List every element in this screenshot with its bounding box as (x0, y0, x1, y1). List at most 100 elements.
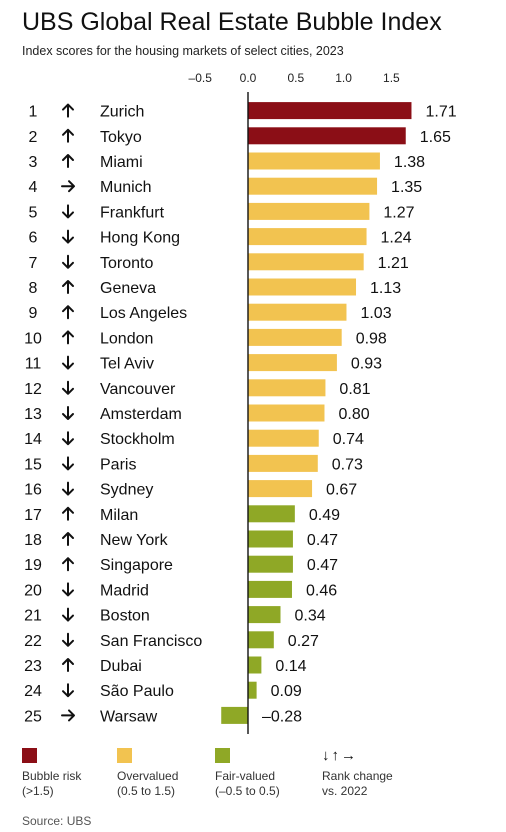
rank-label: 8 (29, 280, 38, 297)
legend-item-fair: Fair-valued (–0.5 to 0.5) (215, 748, 280, 799)
city-label: Vancouver (100, 381, 176, 398)
rank-label: 1 (29, 104, 38, 121)
city-label: Los Angeles (100, 305, 187, 322)
city-label: Zurich (100, 104, 144, 121)
tick-label: 1.5 (383, 71, 400, 85)
tick-label: –0.5 (189, 71, 213, 85)
city-label: New York (100, 532, 169, 549)
arrow-down-icon (62, 582, 74, 597)
value-label: 1.24 (381, 230, 412, 247)
arrow-path (62, 632, 74, 647)
arrow-right-icon (61, 709, 75, 722)
city-label: London (100, 330, 153, 347)
arrow-path (62, 607, 74, 622)
source-note: Source: UBS (22, 814, 92, 828)
legend-swatch-overvalued (117, 748, 132, 763)
city-label: Geneva (100, 280, 156, 297)
arrow-down-icon (62, 380, 74, 395)
arrow-up-icon (62, 506, 74, 521)
bar (248, 253, 364, 271)
city-label: Warsaw (100, 708, 158, 725)
bar (248, 580, 292, 598)
legend-label-bubble: Bubble risk (22, 769, 82, 783)
city-label: Boston (100, 608, 150, 625)
bar (248, 152, 380, 170)
value-label: 0.46 (306, 582, 337, 599)
city-label: Hong Kong (100, 230, 180, 247)
legend-range-overvalued: (0.5 to 1.5) (117, 784, 176, 798)
value-label: 0.34 (295, 608, 326, 625)
arrow-down-icon (62, 406, 74, 420)
rank-change-arrows-icon: ↓↑→ (322, 747, 358, 764)
arrow-path (62, 280, 74, 294)
arrow-down-icon (62, 229, 74, 244)
city-label: Paris (100, 456, 136, 473)
city-label: Tel Aviv (100, 356, 154, 373)
rank-label: 23 (24, 658, 42, 675)
arrow-path (62, 557, 74, 572)
value-label: 0.81 (339, 381, 370, 398)
arrow-path (62, 481, 74, 496)
value-label: –0.28 (262, 708, 302, 725)
legend: Bubble risk (>1.5) Overvalued (0.5 to 1.… (22, 748, 492, 808)
arrow-up-icon (62, 103, 74, 118)
city-label: Frankfurt (100, 204, 165, 221)
arrow-down-icon (62, 607, 74, 622)
bar (248, 454, 318, 472)
rank-label: 24 (24, 683, 42, 700)
chart-subtitle: Index scores for the housing markets of … (22, 44, 344, 58)
value-label: 0.47 (307, 557, 338, 574)
legend-range-fair: (–0.5 to 0.5) (215, 784, 280, 798)
arrow-right-icon (61, 180, 75, 193)
bar (248, 202, 370, 220)
rank-label: 12 (24, 381, 42, 398)
value-label: 1.21 (378, 255, 409, 272)
bar (248, 530, 293, 548)
city-label: San Francisco (100, 633, 202, 650)
legend-label-fair: Fair-valued (215, 769, 276, 783)
rank-label: 11 (25, 356, 42, 373)
bar (248, 303, 347, 321)
legend-item-bubble: Bubble risk (>1.5) (22, 748, 81, 799)
city-label: Toronto (100, 255, 153, 272)
value-label: 1.65 (420, 129, 451, 146)
rank-label: 13 (24, 406, 42, 423)
rank-label: 20 (24, 582, 42, 599)
city-label: Singapore (100, 557, 173, 574)
bar (248, 555, 293, 573)
bar (248, 127, 406, 145)
rank-label: 10 (24, 330, 42, 347)
bar (248, 429, 319, 447)
value-label: 1.13 (370, 280, 401, 297)
value-label: 0.73 (332, 456, 363, 473)
bar-chart: –0.5 0.0 0.5 1.0 1.5 1 Zurich 1.71 2 Tokyo 1.65 3 Mi… (24, 71, 457, 734)
tick-label: 0.5 (287, 71, 304, 85)
arrow-up-icon (62, 330, 74, 345)
arrow-path (62, 103, 74, 118)
arrow-path (61, 180, 75, 193)
rank-label: 19 (24, 557, 42, 574)
value-label: 0.67 (326, 482, 357, 499)
value-label: 1.38 (394, 154, 425, 171)
legend-swatch-bubble (22, 748, 37, 763)
bar (248, 328, 342, 346)
rank-label: 25 (24, 708, 42, 725)
value-label: 1.35 (391, 179, 422, 196)
arrow-up-icon (62, 280, 74, 294)
value-label: 1.71 (425, 104, 456, 121)
city-label: Madrid (100, 582, 149, 599)
arrow-path (62, 658, 74, 672)
arrow-down-icon (62, 431, 74, 446)
arrow-path (62, 254, 74, 269)
bar (248, 102, 412, 120)
bar (248, 631, 274, 649)
arrow-down-icon (62, 456, 74, 471)
value-label: 0.80 (338, 406, 369, 423)
arrow-up-icon (62, 557, 74, 572)
city-label: São Paulo (100, 683, 174, 700)
rank-label: 14 (24, 431, 42, 448)
rank-label: 18 (24, 532, 42, 549)
city-label: Miami (100, 154, 143, 171)
bar (248, 278, 357, 296)
arrow-down-icon (62, 204, 74, 219)
